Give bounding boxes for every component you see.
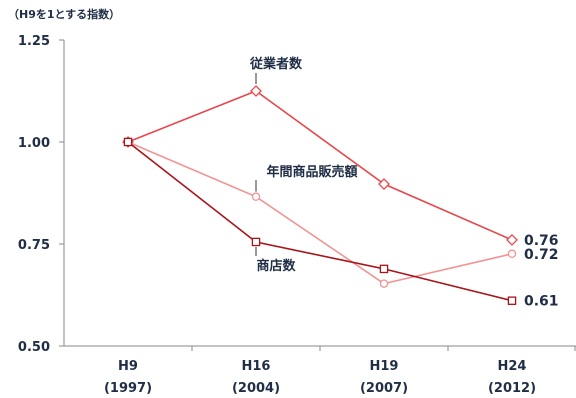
x-tick-label-year: (2004) bbox=[232, 381, 280, 396]
x-tick-label-year: (1997) bbox=[104, 381, 152, 396]
series-label-stores: 商店数 bbox=[256, 258, 296, 274]
x-tick-label-year: (2012) bbox=[488, 381, 536, 396]
data-point-square bbox=[379, 264, 389, 274]
data-point-diamond bbox=[378, 178, 390, 190]
data-point-circle bbox=[251, 192, 261, 201]
data-point-circle bbox=[379, 279, 389, 288]
series-end-value-label: 0.76 bbox=[524, 233, 559, 249]
series-line bbox=[127, 141, 513, 302]
series-label-sales: 年間商品販売額 bbox=[266, 164, 357, 180]
y-tick-label: 0.50 bbox=[18, 340, 50, 355]
x-tick-label: H9 bbox=[118, 359, 138, 374]
series-end-value-label: 0.72 bbox=[524, 247, 559, 263]
data-point-diamond bbox=[250, 85, 262, 97]
series-label-employees: 従業者数 bbox=[249, 56, 303, 72]
x-tick-label: H16 bbox=[242, 359, 271, 374]
data-point-square bbox=[123, 137, 133, 147]
y-tick-label: 1.25 bbox=[18, 34, 50, 49]
series-line bbox=[127, 90, 513, 241]
data-point-square bbox=[251, 237, 261, 247]
x-tick-label: H24 bbox=[498, 359, 527, 374]
series-end-value-label: 0.61 bbox=[524, 294, 559, 310]
y-tick-label: 0.75 bbox=[18, 238, 50, 253]
data-point-circle bbox=[507, 249, 517, 259]
x-tick-label-year: (2007) bbox=[360, 381, 408, 396]
x-tick-label: H19 bbox=[370, 359, 399, 374]
y-unit-label: （H9を1とする指数） bbox=[8, 7, 120, 21]
data-point-square bbox=[507, 296, 517, 305]
data-point-diamond bbox=[506, 234, 518, 246]
series-line bbox=[127, 141, 513, 285]
y-tick-label: 1.00 bbox=[18, 136, 50, 151]
